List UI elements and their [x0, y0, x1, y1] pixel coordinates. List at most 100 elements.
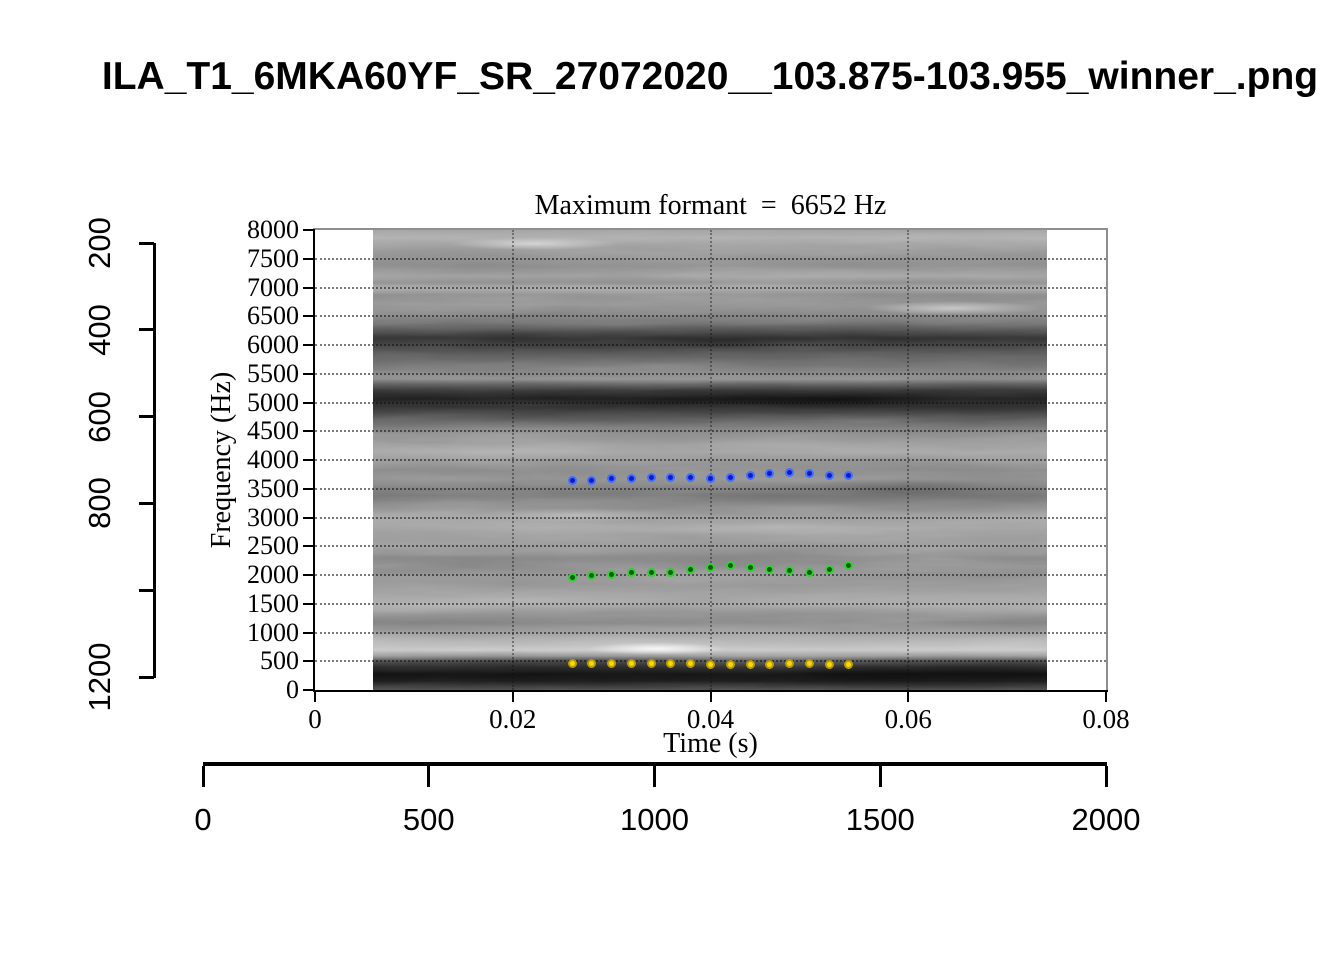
formant-dot-f3 — [686, 473, 696, 483]
v-gridline — [907, 230, 910, 690]
y-axis-tick-label: 6500 — [247, 301, 299, 331]
y-axis-tick — [303, 315, 314, 318]
bottom-ruler-axis-line — [203, 762, 1107, 766]
left-ruler-tick — [139, 501, 154, 505]
y-axis-tick — [303, 372, 314, 375]
formant-dot-f2 — [745, 563, 755, 573]
left-ruler-label: 1200 — [82, 642, 117, 712]
formant-dot-f1 — [567, 658, 577, 668]
bottom-ruler-tick — [653, 766, 656, 787]
formant-dot-f1 — [844, 659, 854, 669]
formant-dot-f3 — [824, 470, 834, 480]
h-gridline — [315, 401, 1106, 404]
formant-dot-f2 — [646, 568, 656, 578]
y-axis-tick — [303, 545, 314, 548]
formant-dot-f2 — [785, 566, 795, 576]
formant-dot-f1 — [646, 659, 656, 669]
formant-dot-f3 — [587, 475, 597, 485]
left-ruler-axis-line — [153, 243, 156, 678]
formant-dot-f3 — [666, 473, 676, 483]
h-gridline — [315, 372, 1106, 375]
formant-dot-f2 — [587, 570, 597, 580]
formant-dot-f1 — [785, 659, 795, 669]
formant-dot-f3 — [567, 476, 577, 486]
formant-dot-f3 — [765, 469, 775, 479]
y-axis-tick-label: 2500 — [247, 531, 299, 561]
x-axis-tick — [1105, 690, 1107, 702]
bottom-ruler-label: 1500 — [845, 802, 915, 837]
x-axis-tick — [907, 690, 910, 702]
formant-dot-f1 — [666, 659, 676, 669]
formant-dot-f2 — [686, 564, 696, 574]
formant-dot-f1 — [607, 658, 617, 668]
y-axis-tick-label: 8000 — [247, 215, 299, 244]
y-axis-tick-label: 1000 — [247, 617, 299, 647]
formant-dot-f2 — [824, 565, 834, 575]
formant-dot-f3 — [607, 474, 617, 484]
figure-filename-title: ILA_T1_6MKA60YF_SR_27072020__103.875-103… — [101, 55, 1319, 98]
x-axis-tick-label: 0 — [308, 704, 322, 734]
bottom-ruler-label: 0 — [194, 802, 212, 837]
formant-dot-f3 — [706, 474, 715, 484]
h-gridline — [315, 487, 1106, 490]
left-ruler-label: 200 — [82, 217, 117, 269]
x-axis-tick-label: 0.06 — [884, 704, 932, 734]
formant-dot-f3 — [844, 471, 854, 481]
y-axis-tick-label: 500 — [260, 646, 299, 676]
y-axis-tick-label: 2000 — [247, 560, 299, 589]
bottom-ruler-tick — [201, 766, 205, 787]
formant-dot-f1 — [587, 658, 597, 668]
formant-dot-f2 — [844, 561, 854, 571]
y-axis-tick — [303, 516, 314, 519]
h-gridline — [315, 516, 1106, 519]
left-ruler-tick — [139, 328, 154, 332]
v-gridline — [511, 230, 514, 690]
bottom-ruler-tick — [878, 766, 882, 787]
y-axis-tick — [303, 401, 314, 404]
formant-dot-f3 — [785, 468, 795, 478]
plot-title-max-formant: Maximum formant = 6652 Hz — [534, 190, 887, 221]
formant-dot-f1 — [804, 659, 814, 669]
formant-dot-f2 — [607, 569, 617, 579]
y-axis-tick-label: 3000 — [247, 502, 299, 532]
formant-dot-f1 — [686, 659, 696, 669]
formant-dot-f3 — [646, 473, 656, 483]
y-axis-tick — [303, 229, 314, 231]
y-axis-tick — [303, 286, 314, 289]
left-ruler-label: 400 — [82, 303, 117, 356]
formant-dot-f3 — [804, 469, 814, 479]
v-gridline — [709, 230, 712, 690]
x-axis-tick-label: 0.02 — [489, 704, 537, 734]
bottom-ruler-label: 2000 — [1071, 802, 1141, 837]
y-axis-tick — [303, 459, 314, 461]
y-axis-tick — [303, 487, 314, 490]
formant-dot-f2 — [706, 562, 715, 572]
formant-dot-f1 — [706, 659, 715, 669]
h-gridline — [315, 315, 1106, 318]
formant-dot-f2 — [725, 561, 735, 571]
h-gridline — [315, 574, 1106, 576]
y-axis-tick — [303, 430, 314, 433]
x-axis-tick-label: 0.04 — [686, 704, 735, 734]
x-axis-label: Time (s) — [663, 728, 758, 759]
left-ruler-tick — [139, 588, 154, 592]
left-ruler-tick — [139, 675, 154, 679]
h-gridline — [315, 602, 1106, 605]
y-axis-tick-label: 0 — [286, 675, 299, 704]
formant-dot-f1 — [626, 659, 636, 669]
plot-border-top — [313, 228, 1108, 230]
left-ruler-label: 600 — [82, 390, 117, 443]
y-axis-tick — [303, 344, 314, 346]
h-gridline — [315, 459, 1106, 461]
y-axis-tick-label: 4500 — [247, 416, 299, 446]
left-ruler-tick — [139, 241, 154, 245]
formant-dot-f3 — [725, 473, 735, 483]
y-axis-tick — [303, 602, 314, 605]
y-axis-tick-label: 7500 — [247, 243, 299, 273]
y-axis-tick-label: 6000 — [247, 330, 299, 359]
y-axis-tick-label: 7000 — [247, 272, 299, 302]
y-axis-tick-label: 4000 — [247, 445, 299, 474]
x-axis-tick — [709, 690, 712, 702]
left-ruler-label: 800 — [82, 477, 117, 530]
